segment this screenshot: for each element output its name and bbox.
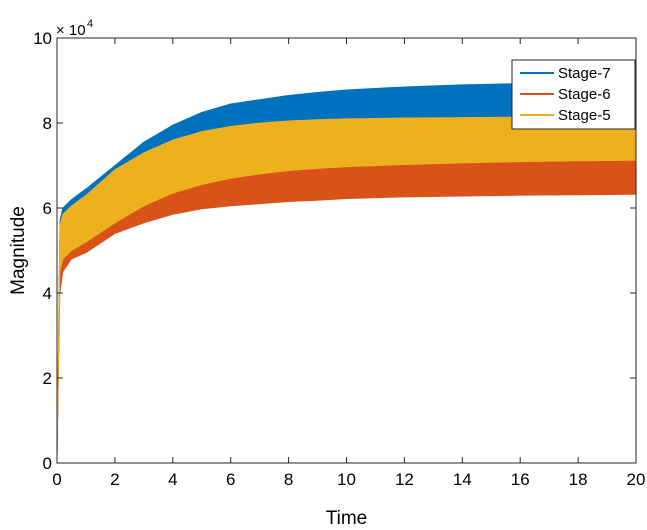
legend-label-stage-6: Stage-6 — [558, 86, 611, 103]
y-tick-label: 2 — [43, 369, 52, 388]
legend: Stage-7 Stage-6 Stage-5 — [511, 59, 636, 130]
multiplier-base: × 10 — [56, 22, 86, 39]
x-tick-label: 14 — [453, 470, 472, 489]
x-axis-label: Time — [326, 508, 368, 529]
x-tick-label: 12 — [395, 470, 414, 489]
y-tick-label: 4 — [43, 284, 52, 303]
series-bands — [56, 81, 637, 464]
y-axis-label: Magnitude — [8, 206, 29, 295]
x-tick-label: 0 — [52, 470, 61, 489]
multiplier-exponent: 4 — [87, 18, 93, 30]
x-tick-label: 16 — [511, 470, 530, 489]
legend-label-stage-7: Stage-7 — [558, 65, 611, 82]
x-tick-label: 4 — [168, 470, 177, 489]
y-tick-label: 10 — [33, 29, 52, 48]
legend-label-stage-5: Stage-5 — [558, 107, 611, 124]
y-tick-label: 8 — [43, 114, 52, 133]
y-axis-multiplier: × 10 4 — [56, 18, 93, 39]
y-tick-label: 6 — [43, 199, 52, 218]
x-tick-label: 2 — [110, 470, 119, 489]
axis-ticks — [56, 37, 637, 464]
x-tick-label: 18 — [569, 470, 588, 489]
x-tick-label: 10 — [337, 470, 356, 489]
x-tick-label: 8 — [284, 470, 293, 489]
x-tick-label: 6 — [226, 470, 235, 489]
tick-labels: 0 2 4 6 8 10 12 14 16 18 20 0 2 4 6 8 10 — [33, 29, 645, 489]
x-tick-label: 20 — [627, 470, 646, 489]
y-tick-label: 0 — [43, 454, 52, 473]
